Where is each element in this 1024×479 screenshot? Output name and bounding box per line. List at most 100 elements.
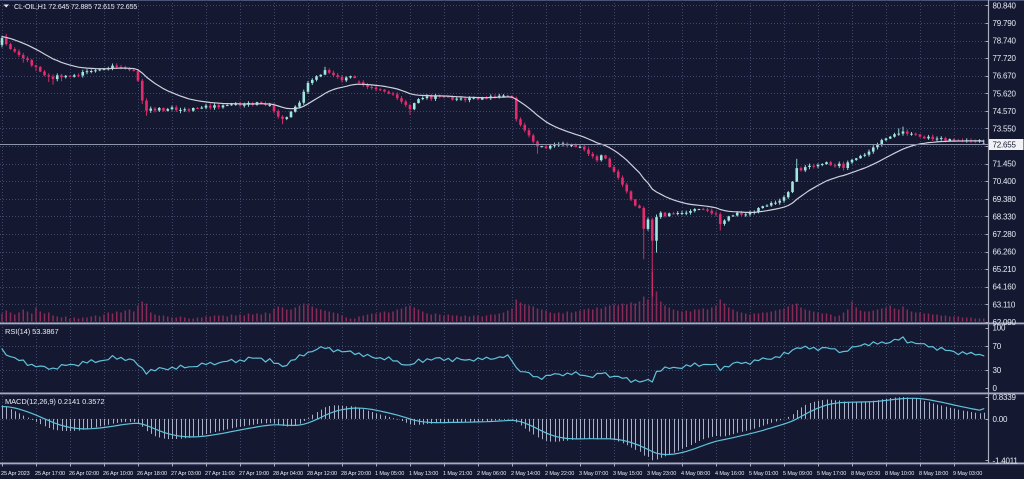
volume-bar [277, 306, 279, 322]
volume-bar [970, 317, 972, 322]
candle-bull [876, 144, 879, 148]
time-axis-label[interactable]: 3 May 07:00 [579, 471, 608, 477]
candle-bear [404, 101, 408, 105]
candle-bear [463, 98, 467, 101]
volume-bar [609, 305, 611, 322]
volume-bar [485, 315, 488, 322]
time-axis-label[interactable]: 5 May 09:00 [783, 471, 812, 477]
candle-bull [540, 146, 544, 148]
candle-bull [761, 206, 765, 208]
price-axis-labels: 80.840 79.790 78.740 77.720 76.670 75.620 74.5… [985, 1, 1019, 465]
candle-bull [901, 131, 905, 134]
separator-main-rsi[interactable] [0, 322, 1024, 325]
volume-bar [222, 315, 224, 322]
volume-bar [532, 306, 534, 322]
volume-bar [617, 305, 619, 322]
time-axis-label[interactable]: 27 Apr 03:00 [171, 471, 201, 477]
candle-bull [927, 136, 930, 139]
volume-bar [545, 310, 547, 322]
time-axis-label[interactable]: 27 Apr 11:00 [205, 471, 235, 477]
time-axis-label[interactable]: 1 May 13:00 [409, 471, 438, 477]
volume-bar [953, 316, 955, 322]
volume-bar [388, 312, 390, 322]
time-axis-label[interactable]: 26 Apr 10:00 [103, 471, 133, 477]
time-axis-label[interactable]: 4 May 16:00 [715, 471, 744, 477]
time-axis-label[interactable]: 28 Apr 04:00 [273, 471, 303, 477]
time-axis-label[interactable]: 2 May 22:00 [545, 471, 574, 477]
symbol-dropdown-icon[interactable] [3, 4, 10, 8]
time-axis-label[interactable]: 2 May 06:00 [477, 471, 506, 477]
volume-bar [311, 306, 313, 322]
candle-bear [446, 96, 450, 98]
candle-bull [323, 70, 327, 75]
time-axis-label[interactable]: 8 May 02:00 [851, 471, 880, 477]
volume-bar [434, 313, 437, 322]
candle-bull [863, 154, 867, 156]
volume-bar [808, 310, 811, 322]
time-axis-label[interactable]: 28 Apr 12:00 [307, 471, 337, 477]
volume-bar [345, 317, 347, 322]
bid-price-box-label: 72.655 [993, 141, 1017, 150]
time-axis-label[interactable]: 28 Apr 20:00 [341, 471, 371, 477]
time-axis-label[interactable]: 9 May 03:00 [953, 471, 982, 477]
volume-bar [77, 318, 80, 322]
volume-bar [400, 308, 403, 322]
volume-bar [294, 307, 296, 322]
candle-bull [213, 105, 216, 108]
candle-bull [55, 75, 59, 80]
time-axis-label[interactable]: 25 Apr 17:00 [35, 471, 65, 477]
time-axis-label[interactable]: 1 May 05:00 [375, 471, 404, 477]
time-axis-label[interactable]: 27 Apr 19:00 [239, 471, 269, 477]
time-axis-label[interactable]: 3 May 15:00 [613, 471, 642, 477]
time-axis-label[interactable]: 8 May 18:00 [919, 471, 948, 477]
time-axis-label[interactable]: 25 Apr 2023 [1, 471, 30, 477]
time-axis-label[interactable]: 2 May 14:00 [511, 471, 540, 477]
volume-bar [111, 313, 114, 322]
candle-bear [514, 98, 518, 120]
candle-bear [952, 139, 956, 141]
volume-bar [898, 309, 900, 322]
price-axis-label: 74.570 [993, 107, 1017, 116]
candle-bull [200, 107, 204, 109]
volume-bar [179, 316, 182, 322]
candle-bear [115, 65, 119, 67]
volume-bar [35, 307, 37, 322]
time-axis-label[interactable]: 3 May 23:00 [647, 471, 676, 477]
volume-bar [396, 309, 398, 322]
time-axis-label[interactable]: 5 May 17:00 [817, 471, 846, 477]
volume-bar [490, 314, 492, 322]
candle-bull [659, 212, 663, 218]
volume-bar [184, 317, 186, 322]
volume-bar [456, 315, 458, 322]
volume-bar [796, 303, 798, 322]
time-axis-label[interactable]: 26 Apr 02:00 [69, 471, 99, 477]
time-axis-label[interactable]: 4 May 08:00 [681, 471, 710, 477]
separator-rsi-macd[interactable] [0, 392, 1024, 395]
time-axis-label[interactable]: 26 Apr 18:00 [137, 471, 167, 477]
volume-bar [48, 312, 50, 322]
candle-bull [417, 99, 420, 104]
symbol-ohlc-title[interactable]: CL-OIL,H1 72.645 72.885 72.615 72.655 [14, 4, 137, 11]
price-axis-label: 71.450 [993, 160, 1017, 169]
volume-bar [791, 304, 794, 322]
time-axis-label[interactable]: 8 May 10:00 [885, 471, 914, 477]
volume-bar [239, 314, 241, 322]
volume-bar [481, 316, 483, 322]
volume-bar [651, 271, 653, 322]
time-axis-label[interactable]: 1 May 21:00 [443, 471, 472, 477]
price-axis-label: 73.550 [993, 124, 1017, 133]
volume-bar [885, 307, 887, 322]
volume-bar [677, 310, 679, 322]
candle-bear [391, 93, 395, 95]
candle-bear [136, 70, 140, 81]
time-axis-label[interactable]: 5 May 01:00 [749, 471, 778, 477]
candle-bull [578, 146, 582, 148]
candle-bear [544, 146, 548, 149]
volume-bar [39, 311, 41, 322]
candle-bull [310, 79, 314, 83]
volume-bar [643, 296, 645, 322]
volume-bar [90, 316, 92, 322]
separator-macd-axis[interactable] [0, 462, 1024, 465]
